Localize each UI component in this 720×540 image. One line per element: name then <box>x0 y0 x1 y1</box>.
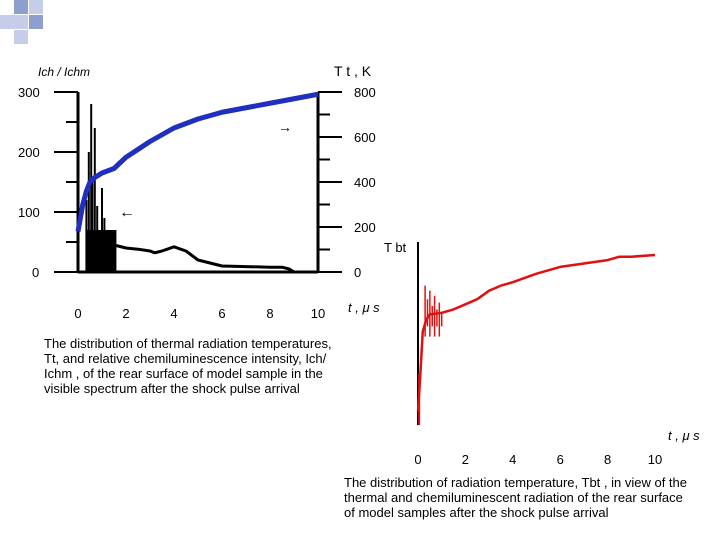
left-tick-label: 200 <box>18 145 40 160</box>
left-tick-label: 300 <box>18 85 40 100</box>
right-tick-label: 200 <box>354 220 376 235</box>
x-tick-label: 0 <box>414 452 421 467</box>
right-axis-label: T t , K <box>334 63 372 79</box>
x-tick-label: 4 <box>509 452 516 467</box>
corner-decoration <box>0 0 43 44</box>
deco-square <box>14 15 28 29</box>
intensity-series-line <box>89 234 295 274</box>
left-tick-label: 0 <box>32 265 39 280</box>
x-tick-label: 6 <box>218 306 225 321</box>
caption-right: The distribution of radiation temperatur… <box>344 475 687 520</box>
deco-square <box>29 0 43 14</box>
deco-square <box>14 30 28 44</box>
deco-square <box>0 15 14 29</box>
x-tick-label: 8 <box>266 306 273 321</box>
arrow-left-annotation: ← <box>119 204 135 221</box>
caption-left: The distribution of thermal radiation te… <box>44 336 332 396</box>
right-tick-label: 800 <box>354 85 376 100</box>
radiation-temperature-series-line <box>416 253 656 412</box>
deco-square <box>14 0 28 14</box>
x-tick-label: 2 <box>122 306 129 321</box>
right-tick-label: 400 <box>354 175 376 190</box>
x-axis-label: t , μ s <box>668 428 700 443</box>
x-axis-label: t , μ s <box>348 300 380 315</box>
right-tick-label: 600 <box>354 130 376 145</box>
arrow-right-annotation: → <box>278 119 292 135</box>
left-axis-label: Ich / Ichm <box>38 65 90 79</box>
y-axis-label: T bt <box>384 240 407 255</box>
right-tick-label: 0 <box>354 265 361 280</box>
x-tick-label: 6 <box>557 452 564 467</box>
x-tick-label: 0 <box>74 306 81 321</box>
x-tick-label: 10 <box>311 306 325 321</box>
x-tick-label: 4 <box>170 306 177 321</box>
temperature-series-line <box>75 91 319 232</box>
x-tick-label: 8 <box>604 452 611 467</box>
x-tick-label: 10 <box>648 452 662 467</box>
left-tick-label: 100 <box>18 205 40 220</box>
x-tick-label: 2 <box>462 452 469 467</box>
deco-square <box>29 15 43 29</box>
